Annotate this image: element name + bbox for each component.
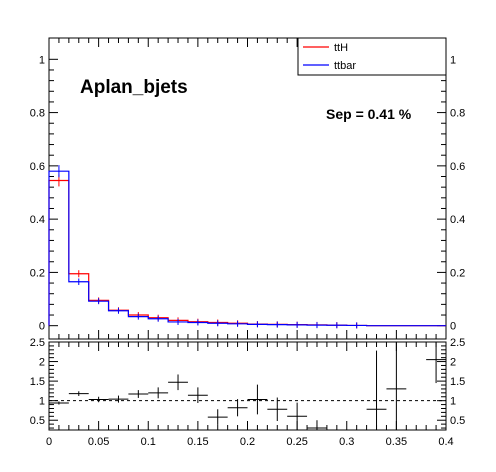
y-tick-label: 0.4 [450,214,465,226]
ratio-point [227,399,248,417]
x-tick-label: 0.3 [339,436,354,448]
ratio-y-tick-label: 1 [39,396,45,408]
y-tick-label: 1 [39,54,45,66]
ratio-y-tick-label: 1 [450,396,456,408]
distribution-series [48,165,446,329]
x-tick-label: 0.35 [386,436,407,448]
ratio-y-tick-label: 2.5 [450,337,465,349]
ratio-point [267,397,288,422]
x-tick-label: 0.25 [286,436,307,448]
y-tick-label: 0.4 [30,214,45,226]
ratio-point [307,420,327,430]
ratio-point [386,342,407,430]
legend-box [297,37,447,76]
ratio-point [148,387,169,399]
distribution-pad: 0 0.2 0.4 0.6 0.8 1 0 0.2 0.4 0.6 0.8 1 Aplan_bjet… [30,37,465,340]
ratio-point [287,402,308,430]
x-tick-label: 0 [46,436,52,448]
ratio-point [49,401,69,405]
ratio-point [88,396,109,403]
legend-label-tth: ttH [334,42,348,54]
x-tick-label: 0.1 [141,436,156,448]
y-tick-label: 0.2 [30,267,45,279]
ratio-y-tick-label: 2.5 [30,337,45,349]
chart-title: Aplan_bjets [80,77,188,98]
ratio-y-tick-label: 1.5 [30,376,45,388]
y-tick-label: 0 [39,321,45,333]
legend-label-ttbar: ttbar [334,60,356,72]
ratio-ticks [48,341,447,430]
y-tick-label: 0.8 [30,108,45,120]
ratio-point [128,390,149,398]
ratio-y-tick-label: 1.5 [450,376,465,388]
ratio-y-tick-labels-left: 0.5 1 1.5 2 2.5 [30,337,45,427]
ratio-y-tick-labels-right: 0.5 1 1.5 2 2.5 [450,337,465,427]
ratio-y-tick-label: 0.5 [450,415,465,427]
y-tick-label: 0.8 [450,108,465,120]
ratio-y-tick-label: 0.5 [30,415,45,427]
x-tick-label: 0.15 [187,436,208,448]
series-ttbar-line [48,170,446,327]
ratio-pad: 0.511.522.5 0.511.522.5 0 0.05 0.1 0.15 0.2 0… [30,337,466,448]
x-tick-label: 0.4 [438,436,453,448]
distribution-y-tick-labels-left: 0 0.2 0.4 0.6 0.8 1 [30,54,45,332]
ratio-y-tick-label: 2 [450,357,456,369]
y-tick-label: 0 [450,321,456,333]
y-tick-label: 0.6 [450,161,465,173]
ratio-point [168,374,188,391]
legend: ttH ttbar [297,37,447,76]
ratio-y-tick-label: 2 [39,357,45,369]
ratio-point [108,395,129,403]
ratio-point [187,387,208,404]
ratio-point [366,350,387,430]
x-tick-label: 0.05 [88,436,109,448]
ratio-point [68,391,89,396]
y-tick-label: 0.2 [450,267,465,279]
ratio-point [247,384,268,415]
ratio-point [426,342,446,384]
y-tick-label: 0.6 [30,161,45,173]
ratio-points [49,342,446,430]
x-tick-label: 0.2 [240,436,255,448]
ratio-point [207,409,228,425]
distribution-y-tick-labels-right: 0 0.2 0.4 0.6 0.8 1 [450,54,465,332]
y-tick-label: 1 [450,54,456,66]
separation-annotation: Sep = 0.41 % [326,106,412,122]
ratio-x-tick-labels: 0 0.05 0.1 0.15 0.2 0.25 0.3 0.35 0.4 [46,436,454,448]
